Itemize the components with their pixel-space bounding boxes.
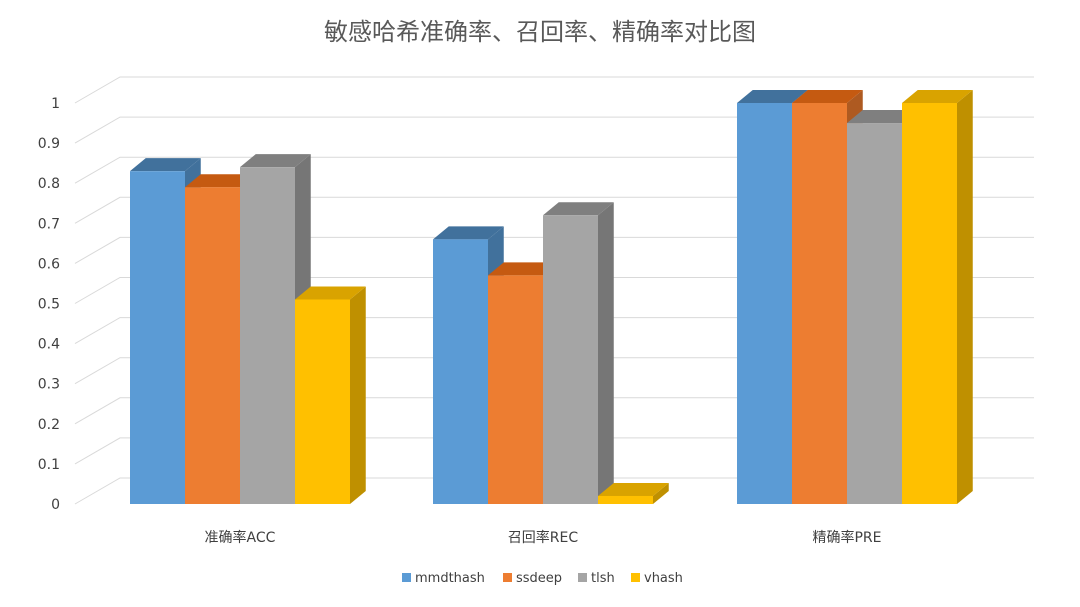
gridlines bbox=[74, 76, 1034, 505]
y-tick-label: 0.8 bbox=[38, 176, 60, 192]
legend-label: ssdeep bbox=[516, 571, 562, 586]
bar-side bbox=[350, 286, 366, 504]
legend-label: vhash bbox=[644, 571, 683, 586]
legend-swatch bbox=[402, 573, 411, 582]
y-tick-label: 0.1 bbox=[38, 457, 60, 473]
bar-top bbox=[598, 482, 669, 496]
gridline bbox=[74, 437, 1034, 465]
gridline bbox=[74, 116, 1034, 144]
x-category-label: 召回率REC bbox=[508, 529, 579, 546]
gridline bbox=[74, 196, 1034, 224]
bar-side bbox=[957, 90, 973, 504]
gridline bbox=[74, 156, 1034, 184]
y-tick-label: 1 bbox=[51, 96, 60, 112]
chart-title: 敏感哈希准确率、召回率、精确率对比图 bbox=[324, 18, 756, 46]
y-tick-label: 0 bbox=[51, 497, 60, 513]
legend: mmdthash ssdeep tlsh vhash bbox=[402, 571, 683, 586]
bar bbox=[543, 202, 614, 504]
bar bbox=[295, 286, 366, 504]
legend-swatch bbox=[578, 573, 587, 582]
y-tick-label: 0.4 bbox=[38, 337, 60, 353]
gridline bbox=[74, 397, 1034, 425]
bar-front bbox=[130, 171, 185, 505]
bar-top bbox=[295, 286, 366, 300]
bar-side bbox=[653, 482, 669, 504]
x-category-label: 精确率PRE bbox=[812, 529, 881, 546]
bar-front bbox=[240, 167, 295, 504]
bar-front bbox=[433, 239, 488, 504]
bar-top bbox=[240, 154, 311, 168]
bar bbox=[902, 90, 973, 504]
bar-top bbox=[130, 158, 201, 172]
bar-front bbox=[737, 103, 792, 504]
bars bbox=[130, 90, 973, 505]
bar-front bbox=[847, 123, 902, 505]
bar-front bbox=[792, 103, 847, 504]
y-tick-label: 0.3 bbox=[38, 377, 60, 393]
bar-front bbox=[185, 187, 240, 504]
bar-top bbox=[737, 90, 808, 103]
gridline bbox=[74, 357, 1034, 385]
legend-swatch bbox=[503, 573, 512, 582]
bar-top bbox=[433, 226, 504, 240]
bar-front bbox=[295, 299, 350, 504]
bar-front bbox=[488, 275, 543, 504]
gridline bbox=[74, 317, 1034, 345]
y-axis: 0 0.1 0.2 0.3 0.4 0.5 0.6 0.7 0.8 0.9 1 bbox=[38, 96, 60, 513]
bar-side bbox=[598, 202, 614, 504]
bar-top bbox=[185, 174, 256, 188]
bar-top bbox=[902, 90, 973, 103]
x-category-label: 准确率ACC bbox=[205, 529, 276, 546]
gridline bbox=[74, 277, 1034, 304]
legend-item: tlsh bbox=[578, 571, 615, 586]
bar bbox=[598, 482, 669, 504]
y-tick-label: 0.6 bbox=[38, 256, 60, 272]
x-axis: 准确率ACC 召回率REC 精确率PRE bbox=[205, 529, 882, 546]
y-tick-label: 0.5 bbox=[38, 297, 60, 313]
bar-top bbox=[847, 110, 918, 124]
legend-swatch bbox=[631, 573, 640, 582]
legend-label: tlsh bbox=[591, 571, 615, 586]
bar-top bbox=[543, 202, 614, 216]
y-tick-label: 0.9 bbox=[38, 136, 60, 152]
legend-item: ssdeep bbox=[503, 571, 562, 586]
legend-item: vhash bbox=[631, 571, 683, 586]
bar-front bbox=[902, 103, 957, 504]
legend-label: mmdthash bbox=[415, 571, 485, 586]
y-tick-label: 0.7 bbox=[38, 216, 60, 232]
y-tick-label: 0.2 bbox=[38, 417, 60, 433]
gridline bbox=[74, 477, 1034, 505]
legend-item: mmdthash bbox=[402, 571, 485, 586]
gridline bbox=[74, 236, 1034, 264]
bar-top bbox=[488, 262, 559, 276]
bar-front bbox=[543, 215, 598, 504]
bar-top bbox=[792, 90, 863, 103]
bar-front bbox=[598, 495, 653, 504]
gridline bbox=[74, 76, 1034, 104]
